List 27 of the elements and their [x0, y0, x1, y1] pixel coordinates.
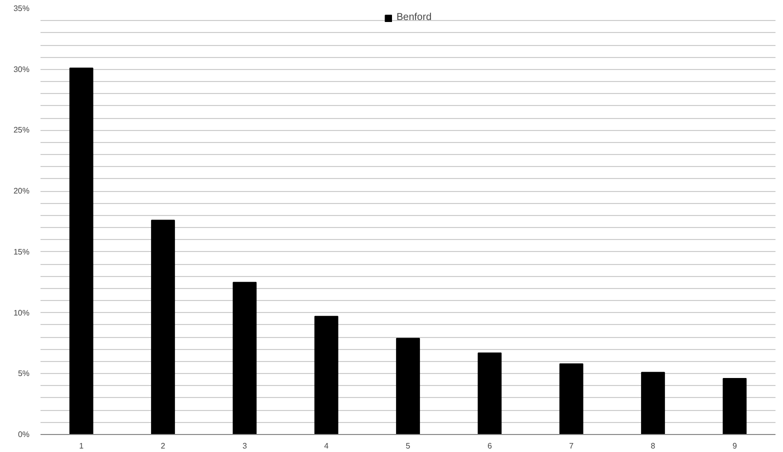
- y-tick-label: 15%: [13, 247, 30, 256]
- bar: [722, 378, 747, 434]
- x-tick-label: 4: [324, 442, 330, 450]
- y-tick-label: 10%: [13, 308, 30, 318]
- bar: [478, 352, 502, 434]
- x-tick-label: 2: [160, 442, 166, 450]
- bar: [641, 372, 665, 434]
- y-tick-label: 30%: [13, 64, 30, 74]
- bar: [151, 220, 175, 434]
- x-tick-label: 3: [242, 442, 248, 450]
- bar: [559, 363, 584, 434]
- x-tick-label: 1: [79, 442, 84, 450]
- y-tick-label: 5%: [18, 369, 30, 378]
- legend-label: Benford: [396, 12, 432, 23]
- x-tick-label: 6: [487, 442, 492, 450]
- x-tick-label: 8: [650, 442, 656, 450]
- bar: [314, 316, 338, 434]
- bar: [396, 338, 420, 434]
- bar: [69, 68, 94, 434]
- x-tick-label: 7: [569, 442, 574, 450]
- y-tick-label: 35%: [13, 4, 30, 13]
- y-tick-label: 20%: [13, 186, 30, 196]
- bar: [232, 282, 257, 434]
- x-tick-label: 5: [406, 442, 411, 450]
- y-tick-label: 25%: [13, 126, 30, 135]
- y-tick-label: 0%: [18, 430, 30, 439]
- x-tick-label: 9: [732, 442, 738, 450]
